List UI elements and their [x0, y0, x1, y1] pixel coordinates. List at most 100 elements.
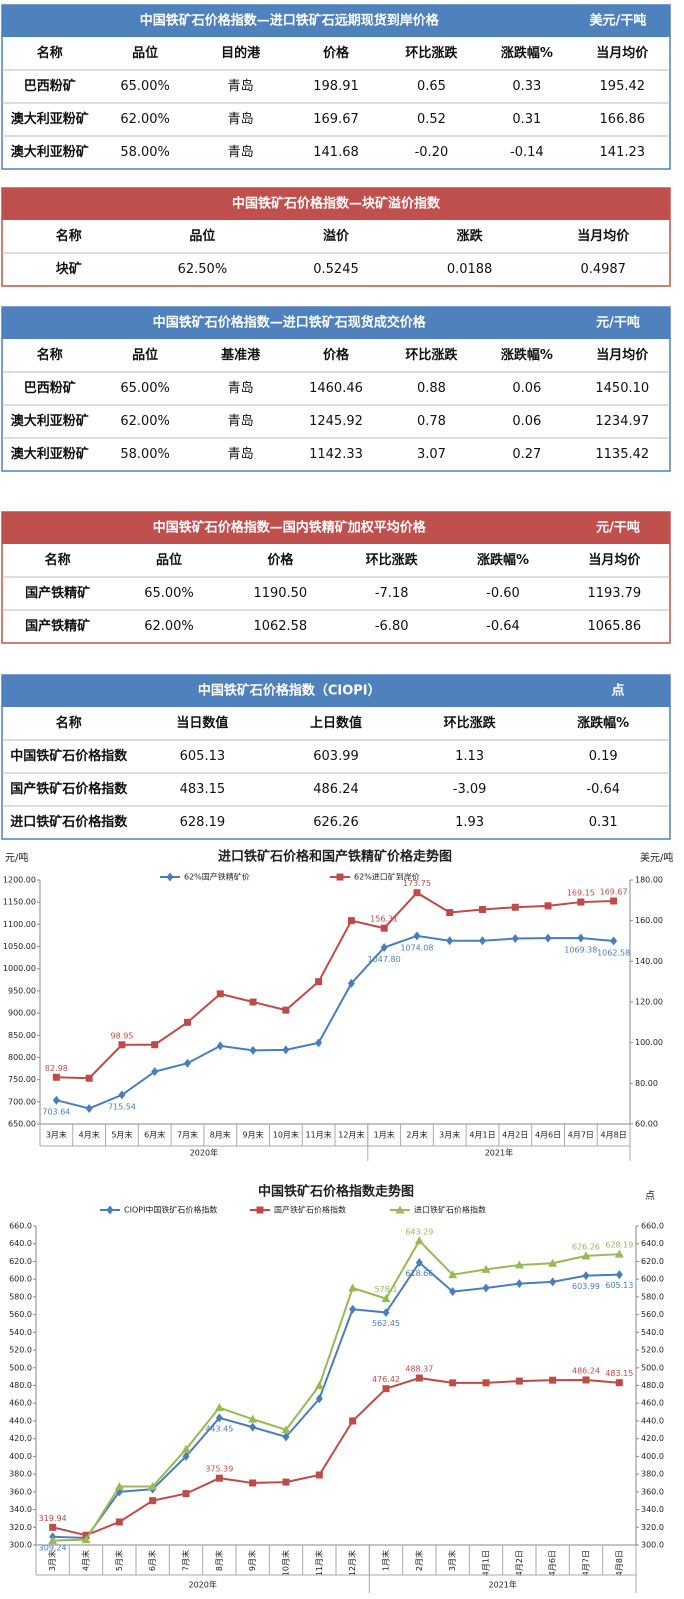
marker	[380, 943, 388, 953]
marker	[85, 1074, 93, 1082]
table-title: 中国铁矿石价格指数—进口铁矿石现货成交价格	[153, 315, 427, 331]
table-cell: 澳大利亚粉矿	[11, 446, 89, 462]
data-label: 173.75	[403, 879, 431, 888]
marker	[106, 1205, 114, 1215]
marker	[577, 898, 585, 906]
marker	[382, 1385, 390, 1393]
table-title: 中国铁矿石价格指数—块矿溢价指数	[232, 196, 441, 212]
x-tick-label: 4月7日	[582, 1550, 591, 1576]
table-cell: 青岛	[228, 144, 254, 160]
y-tick-label: 560.0	[9, 1310, 32, 1319]
table-cell: 486.24	[313, 782, 359, 797]
x-tick-label: 5月末	[111, 1130, 132, 1140]
table-cell: 青岛	[228, 446, 254, 462]
marker	[49, 1523, 57, 1531]
y2-tick-label: 80.00	[635, 1079, 658, 1088]
marker	[349, 1304, 357, 1314]
marker	[582, 1376, 590, 1384]
y-tick-label: 380.0	[9, 1470, 32, 1479]
data-label: 703.64	[42, 1108, 70, 1117]
header-cell: 品位	[156, 552, 182, 568]
data-label: 1062.58	[597, 948, 630, 957]
table-cell: 141.23	[600, 145, 646, 160]
header-cell: 价格	[323, 45, 350, 61]
table-cell: 青岛	[228, 111, 254, 127]
y-tick-label: 700.00	[8, 1097, 36, 1106]
y-tick-label: 540.0	[9, 1328, 32, 1337]
table-cell: 65.00%	[144, 586, 194, 601]
table-cell: -0.20	[415, 145, 449, 160]
marker	[549, 1376, 557, 1384]
x-tick-label: 3月末	[47, 1550, 57, 1571]
data-label: 169.15	[567, 889, 595, 898]
table-cell: 0.31	[589, 815, 618, 830]
marker	[614, 1249, 624, 1258]
marker	[148, 1482, 158, 1491]
table-cell: 青岛	[228, 78, 254, 94]
header-cell: 上日数值	[310, 715, 362, 731]
x-tick-label: 4月末	[79, 1130, 100, 1140]
data-label: 98.95	[110, 1031, 133, 1040]
y2-tick-label: 560.0	[641, 1310, 664, 1319]
header-cell: 涨跌	[456, 228, 484, 244]
table-cell: 中国铁矿石价格指数	[10, 748, 128, 764]
header-cell: 名称	[37, 45, 63, 61]
x-tick-label: 4月6日	[548, 1550, 557, 1576]
marker	[549, 1277, 557, 1287]
x-tick-label: 2月末	[414, 1550, 424, 1571]
marker	[544, 902, 552, 910]
y-tick-label: 300.0	[9, 1541, 32, 1550]
table-cell: 605.13	[180, 749, 226, 764]
marker	[382, 1307, 390, 1317]
y-tick-label: 900.00	[8, 1009, 36, 1018]
x-tick-label: 10月末	[273, 1130, 299, 1140]
table-cell: 1234.97	[595, 414, 649, 429]
marker	[577, 933, 585, 943]
x-tick-label: 4月1日	[469, 1131, 495, 1140]
marker	[118, 1090, 126, 1100]
marker	[347, 978, 355, 988]
marker	[415, 1258, 423, 1268]
data-label: 375.39	[205, 1465, 233, 1474]
y2-tick-label: 640.0	[641, 1239, 664, 1248]
x-tick-label: 4月2日	[502, 1131, 528, 1140]
y2-axis-label: 美元/吨	[640, 851, 673, 864]
y-tick-label: 750.00	[8, 1075, 36, 1084]
data-label: 603.99	[572, 1282, 600, 1291]
marker	[184, 1058, 191, 1068]
marker	[446, 909, 454, 917]
table-border	[1, 187, 671, 287]
header-cell: 品位	[132, 347, 158, 363]
table-cell: -0.64	[486, 619, 520, 634]
series-line	[52, 1239, 620, 1542]
table-unit: 点	[611, 683, 624, 699]
y-tick-label: 1050.00	[3, 942, 36, 951]
y2-tick-label: 300.0	[641, 1541, 664, 1550]
y2-tick-label: 580.0	[641, 1292, 664, 1301]
table-cell: 1135.42	[595, 447, 649, 462]
table-cell: -0.60	[486, 586, 520, 601]
table-title: 中国铁矿石价格指数—国内铁精矿加权平均价格	[153, 520, 427, 536]
series-line	[56, 934, 614, 1110]
series-line	[52, 1261, 620, 1539]
table-cell: 0.5245	[313, 262, 359, 277]
header-cell: 目的港	[221, 45, 261, 61]
marker	[544, 933, 552, 943]
marker	[347, 917, 355, 925]
x-tick-label: 4月1日	[482, 1550, 491, 1576]
marker	[511, 903, 519, 911]
marker	[413, 931, 421, 941]
table-cell: 0.27	[512, 447, 541, 462]
marker	[315, 1038, 323, 1048]
marker	[182, 1451, 190, 1461]
table-cell: 0.31	[512, 112, 541, 127]
marker	[479, 905, 486, 913]
table-cell: 3.07	[417, 447, 446, 462]
x-tick-label: 8月末	[210, 1130, 231, 1140]
table-cell: -0.14	[510, 145, 544, 160]
marker	[482, 1379, 490, 1387]
x-group-label: 2020年	[188, 1580, 216, 1590]
y2-tick-label: 120.00	[635, 998, 663, 1007]
data-label: 626.26	[572, 1242, 600, 1251]
y2-tick-label: 480.0	[641, 1381, 664, 1390]
